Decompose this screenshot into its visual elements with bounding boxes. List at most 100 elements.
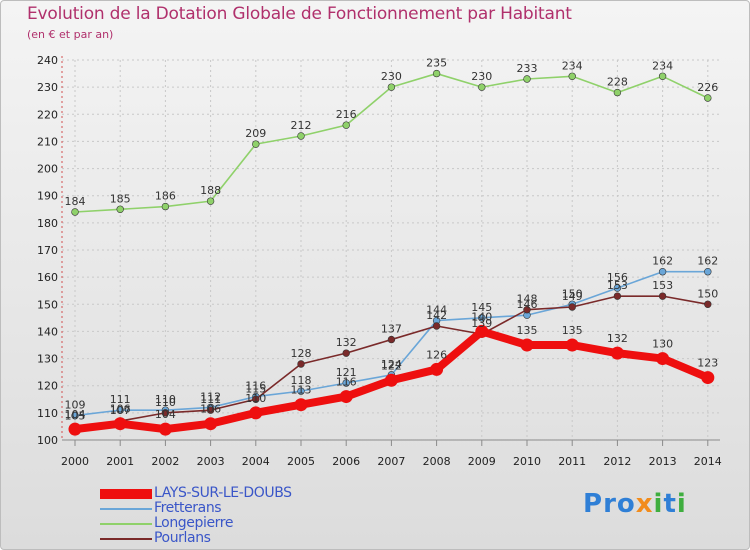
data-label-lays-sur-le-doubs: 135 bbox=[562, 324, 583, 337]
y-tick-label: 240 bbox=[37, 54, 58, 67]
data-point-longepierre bbox=[116, 205, 124, 213]
data-point-longepierre bbox=[478, 83, 486, 91]
data-label-longepierre: 184 bbox=[65, 195, 86, 208]
data-label-longepierre: 186 bbox=[155, 190, 176, 203]
data-label-lays-sur-le-doubs: 132 bbox=[607, 332, 628, 345]
data-label-fretterans: 146 bbox=[517, 298, 538, 311]
x-tick-label: 2007 bbox=[377, 455, 405, 468]
data-label-longepierre: 233 bbox=[517, 62, 538, 75]
data-label-longepierre: 228 bbox=[607, 76, 628, 89]
data-point-pourlans bbox=[161, 409, 170, 417]
data-point-lays-sur-le-doubs bbox=[339, 390, 353, 404]
data-label-lays-sur-le-doubs: 106 bbox=[200, 403, 221, 416]
logo-letter: i bbox=[653, 489, 664, 519]
data-label-fretterans: 144 bbox=[426, 304, 447, 317]
data-label-lays-sur-le-doubs: 122 bbox=[381, 359, 402, 372]
data-point-pourlans bbox=[387, 335, 396, 344]
data-label-lays-sur-le-doubs: 140 bbox=[471, 310, 492, 323]
data-label-longepierre: 230 bbox=[381, 70, 402, 83]
data-label-longepierre: 212 bbox=[291, 119, 312, 132]
legend-swatch bbox=[100, 489, 152, 499]
data-label-pourlans: 107 bbox=[110, 404, 131, 417]
data-point-longepierre bbox=[252, 140, 260, 148]
data-point-longepierre bbox=[523, 75, 531, 83]
x-tick-label: 2000 bbox=[61, 455, 89, 468]
y-tick-label: 180 bbox=[37, 217, 58, 230]
data-label-fretterans: 145 bbox=[471, 301, 492, 314]
data-point-longepierre bbox=[387, 83, 396, 91]
data-label-pourlans: 128 bbox=[291, 347, 312, 360]
data-point-lays-sur-le-doubs bbox=[430, 362, 444, 376]
series-lines bbox=[68, 69, 715, 436]
data-point-pourlans bbox=[252, 395, 260, 403]
x-tick-label: 2011 bbox=[558, 455, 586, 468]
x-tick-label: 2012 bbox=[603, 455, 631, 468]
data-label-pourlans: 137 bbox=[381, 323, 402, 336]
data-point-longepierre bbox=[704, 94, 712, 102]
data-label-pourlans: 142 bbox=[426, 309, 447, 322]
chart-title: Evolution de la Dotation Globale de Fonc… bbox=[27, 4, 572, 24]
data-label-fretterans: 112 bbox=[200, 390, 221, 403]
data-label-longepierre: 230 bbox=[471, 70, 492, 83]
legend-label: Fretterans bbox=[154, 500, 222, 516]
logo-letter: P bbox=[583, 489, 604, 519]
data-point-pourlans bbox=[523, 306, 531, 314]
data-label-longepierre: 209 bbox=[245, 127, 266, 140]
data-label-pourlans: 139 bbox=[471, 317, 492, 330]
data-label-pourlans: 148 bbox=[517, 293, 538, 306]
y-tick-label: 210 bbox=[37, 135, 58, 148]
data-label-lays-sur-le-doubs: 106 bbox=[110, 403, 131, 416]
data-point-longepierre bbox=[297, 132, 305, 140]
data-label-fretterans: 150 bbox=[562, 287, 583, 300]
data-point-lays-sur-le-doubs bbox=[384, 373, 398, 387]
data-point-longepierre bbox=[658, 72, 667, 80]
data-point-pourlans bbox=[613, 292, 622, 300]
data-point-pourlans bbox=[568, 303, 576, 311]
data-label-pourlans: 105 bbox=[65, 409, 86, 422]
data-label-fretterans: 124 bbox=[381, 358, 402, 371]
x-tick-label: 2001 bbox=[106, 455, 134, 468]
data-point-pourlans bbox=[432, 322, 441, 330]
data-point-fretterans bbox=[297, 387, 305, 395]
x-tick-label: 2005 bbox=[287, 455, 315, 468]
data-label-pourlans: 111 bbox=[200, 393, 221, 406]
axes bbox=[61, 56, 720, 446]
data-label-fretterans: 116 bbox=[245, 380, 266, 393]
data-point-fretterans bbox=[71, 411, 79, 420]
data-label-lays-sur-le-doubs: 104 bbox=[65, 408, 86, 421]
data-label-longepierre: 216 bbox=[336, 108, 357, 121]
x-tick-label: 2006 bbox=[332, 455, 360, 468]
data-point-longepierre bbox=[568, 72, 576, 80]
data-label-pourlans: 153 bbox=[607, 279, 628, 292]
y-tick-label: 190 bbox=[37, 190, 58, 203]
y-tick-label: 230 bbox=[37, 81, 58, 94]
legend-swatch bbox=[100, 508, 152, 510]
data-point-lays-sur-le-doubs bbox=[656, 352, 670, 366]
data-point-fretterans bbox=[478, 314, 486, 322]
data-point-lays-sur-le-doubs bbox=[701, 371, 715, 385]
y-tick-label: 100 bbox=[37, 434, 58, 447]
data-point-lays-sur-le-doubs bbox=[68, 422, 82, 436]
x-tick-label: 2008 bbox=[423, 455, 451, 468]
data-label-pourlans: 132 bbox=[336, 336, 357, 349]
legend-label: Pourlans bbox=[154, 530, 211, 546]
data-point-longepierre bbox=[206, 197, 215, 205]
data-point-pourlans bbox=[297, 360, 305, 368]
data-label-fretterans: 110 bbox=[155, 393, 176, 406]
x-axis-ticks: 2000 2001 2002 2003 2004 2005 2006 2007 2008 2009… bbox=[61, 455, 722, 468]
data-label-pourlans: 150 bbox=[697, 287, 718, 300]
x-tick-label: 2004 bbox=[242, 455, 270, 468]
data-label-fretterans: 121 bbox=[336, 366, 357, 379]
data-point-pourlans bbox=[658, 292, 667, 300]
data-label-longepierre: 185 bbox=[110, 192, 131, 205]
data-point-lays-sur-le-doubs bbox=[113, 417, 127, 431]
data-point-longepierre bbox=[432, 69, 441, 78]
data-label-lays-sur-le-doubs: 116 bbox=[336, 376, 357, 389]
y-tick-label: 130 bbox=[37, 353, 58, 366]
chart-subtitle: (en € et par an) bbox=[27, 28, 114, 41]
data-point-longepierre bbox=[613, 88, 622, 97]
data-label-lays-sur-le-doubs: 135 bbox=[517, 324, 538, 337]
y-tick-label: 200 bbox=[37, 163, 58, 176]
